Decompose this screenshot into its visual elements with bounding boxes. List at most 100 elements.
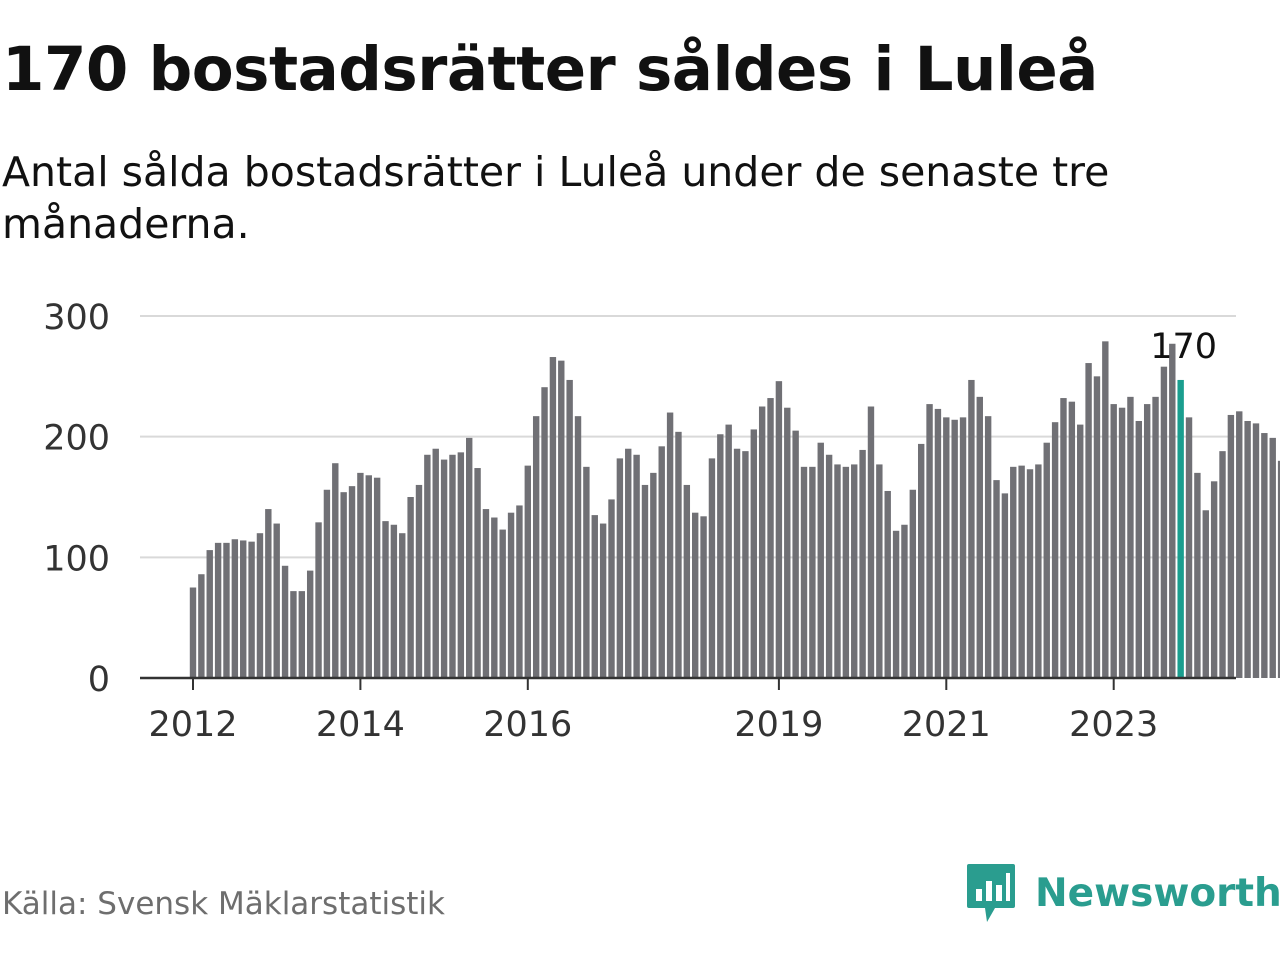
bar <box>591 515 598 678</box>
bar <box>1252 423 1260 678</box>
bar <box>633 454 640 678</box>
bar <box>1102 341 1109 678</box>
chart-subtitle: Antal sålda bostadsrätter i Luleå under … <box>2 148 1110 248</box>
bar <box>792 430 799 678</box>
bar <box>1227 414 1235 678</box>
bar <box>692 512 699 678</box>
bar <box>859 449 866 678</box>
x-tick-label: 2019 <box>734 705 823 745</box>
bar <box>1277 460 1280 678</box>
bar <box>608 499 615 678</box>
bar <box>306 570 314 678</box>
bar <box>507 512 515 678</box>
bar <box>825 454 833 678</box>
bar <box>708 458 716 678</box>
bar <box>415 484 423 678</box>
bar <box>867 406 875 678</box>
bar <box>683 484 691 678</box>
bar <box>616 458 624 678</box>
bar <box>758 406 766 678</box>
x-tick-label: 2021 <box>902 705 991 745</box>
bar <box>658 446 665 678</box>
bar <box>959 417 967 678</box>
bar <box>650 472 657 678</box>
bar <box>934 408 942 678</box>
bar <box>809 466 816 678</box>
bar <box>1210 481 1218 678</box>
bar <box>1060 398 1067 678</box>
bar <box>407 497 414 678</box>
y-tick-label: 0 <box>88 660 110 700</box>
bar <box>373 477 381 678</box>
bar <box>1143 404 1151 678</box>
bar <box>382 521 389 678</box>
bar <box>775 381 783 678</box>
bar <box>323 489 331 678</box>
y-tick-label: 100 <box>43 539 110 579</box>
newsworthy-logo[interactable]: Newsworthy <box>965 862 1280 924</box>
bar <box>265 509 272 678</box>
bar <box>424 454 431 678</box>
bar <box>834 464 841 678</box>
bar <box>842 466 850 678</box>
bar <box>700 516 707 678</box>
bar <box>1127 396 1134 678</box>
bar <box>1010 466 1017 678</box>
bar <box>399 533 406 678</box>
bar <box>666 412 674 678</box>
page-title: 170 bostadsrätter såldes i Luleå <box>2 34 1098 105</box>
bar <box>449 454 456 678</box>
bar <box>717 434 724 678</box>
bar <box>884 490 891 678</box>
bar <box>909 489 917 678</box>
bar <box>466 437 473 678</box>
bar <box>1236 411 1243 678</box>
x-tick-label: 2012 <box>148 705 237 745</box>
bar <box>1269 437 1276 678</box>
bar <box>1068 401 1076 678</box>
bar <box>725 424 732 678</box>
bar <box>1035 464 1042 678</box>
bar <box>742 451 749 678</box>
bar <box>993 480 1000 678</box>
bar <box>767 398 774 678</box>
y-tick-label: 200 <box>43 419 110 459</box>
bar <box>198 574 205 678</box>
bar <box>1077 424 1084 678</box>
bar <box>281 565 289 678</box>
bar <box>800 466 808 678</box>
bar <box>1261 433 1268 678</box>
bar <box>968 379 975 678</box>
bar <box>599 523 607 678</box>
bar <box>1194 472 1201 678</box>
bar <box>1051 422 1059 678</box>
bar <box>750 429 757 678</box>
bar <box>917 443 925 678</box>
bar <box>784 407 791 678</box>
bar <box>1118 407 1126 678</box>
bar <box>189 587 197 678</box>
bar <box>1026 469 1034 678</box>
bars: 170 <box>189 327 1280 678</box>
bar <box>240 540 247 678</box>
bar <box>290 591 297 678</box>
bar <box>440 459 448 678</box>
bar <box>1202 510 1209 678</box>
bar <box>549 357 557 678</box>
bar <box>851 464 858 678</box>
bar <box>641 484 649 678</box>
y-axis-labels: 0 100 200 300 <box>43 298 110 700</box>
bar <box>1169 343 1176 678</box>
x-tick-label: 2023 <box>1069 705 1158 745</box>
bar <box>1152 396 1159 678</box>
bar-highlight <box>1177 379 1184 678</box>
bar <box>491 517 498 678</box>
bar <box>1135 420 1143 678</box>
bar <box>892 530 900 678</box>
bar <box>976 396 983 678</box>
bar <box>625 448 632 678</box>
bar <box>206 550 213 678</box>
bar <box>357 472 364 678</box>
bar <box>432 448 439 678</box>
bar <box>273 523 280 678</box>
